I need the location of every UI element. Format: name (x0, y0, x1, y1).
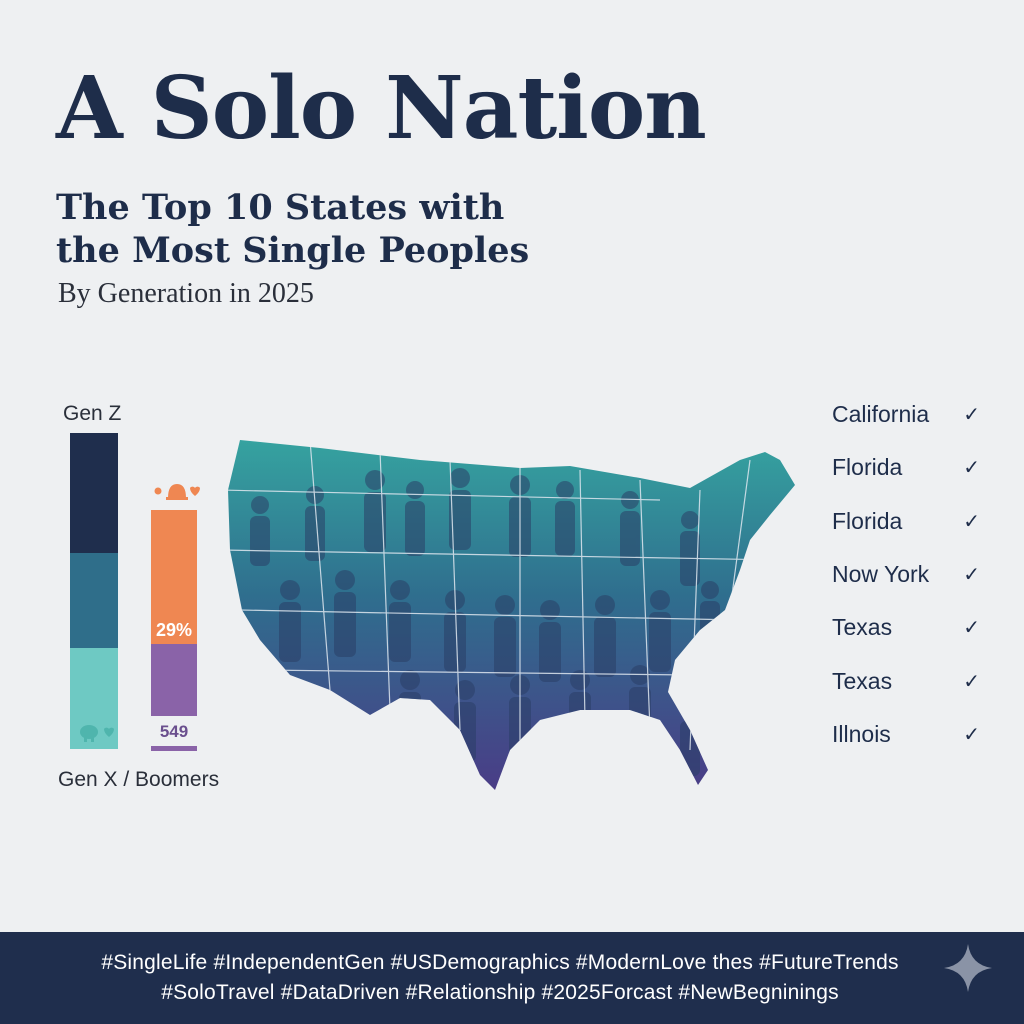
bar-segment-purple (151, 644, 197, 716)
state-name: Florida (832, 507, 903, 534)
list-item: Florida ✓ (832, 495, 992, 548)
state-name: California (832, 401, 930, 428)
list-item: Florida ✓ (832, 441, 992, 494)
list-item: Illnois ✓ (832, 708, 992, 761)
page-title: A Solo Nation (56, 58, 707, 159)
gen-z-label: Gen Z (63, 402, 122, 425)
check-icon: ✓ (963, 457, 980, 480)
footer-banner: #SingleLife #IndependentGen #USDemograph… (0, 932, 1024, 1024)
check-icon: ✓ (963, 564, 980, 587)
state-list: California ✓ Florida ✓ Florida ✓ Now York ✓ … (832, 388, 992, 761)
bar-segment-orange (151, 510, 197, 644)
state-name: Texas (832, 667, 893, 694)
state-name: Illnois (832, 720, 891, 747)
check-icon: ✓ (963, 617, 980, 640)
check-icon: ✓ (963, 723, 980, 746)
check-icon: ✓ (963, 404, 980, 427)
hashtags-line-1: #SingleLife #IndependentGen #USDemograph… (101, 951, 899, 974)
check-icon: ✓ (963, 670, 980, 693)
sparkle-icon (944, 944, 992, 992)
state-name: Now York (832, 561, 930, 588)
hashtags: #SingleLife #IndependentGen #USDemograph… (60, 948, 940, 1008)
bar-baseline (151, 746, 197, 751)
piggy-bank-icon (76, 720, 116, 746)
bar-percentage-label: 29% (155, 620, 193, 640)
state-name: Texas (832, 614, 893, 641)
bar-segment-navy (70, 433, 118, 553)
gen-x-bar: 29% 549 (151, 510, 197, 752)
gen-x-boomers-label: Gen X / Boomers (58, 768, 220, 791)
gen-z-bar (70, 433, 118, 753)
bar-base-value: 549 (159, 722, 189, 741)
check-icon: ✓ (963, 510, 980, 533)
byline: By Generation in 2025 (58, 278, 314, 309)
list-item: Texas ✓ (832, 601, 992, 654)
page-subtitle: The Top 10 States with the Most Single P… (56, 187, 530, 271)
bar-baseline (70, 745, 118, 749)
hashtags-line-2: #SoloTravel #DataDriven #Relationship #2… (161, 981, 839, 1004)
us-map (220, 430, 800, 800)
list-item: Texas ✓ (832, 654, 992, 707)
bell-heart-icon (152, 478, 202, 506)
list-item: California ✓ (832, 388, 992, 441)
state-name: Florida (832, 454, 903, 481)
bar-segment-teal (70, 553, 118, 648)
list-item: Now York ✓ (832, 548, 992, 601)
